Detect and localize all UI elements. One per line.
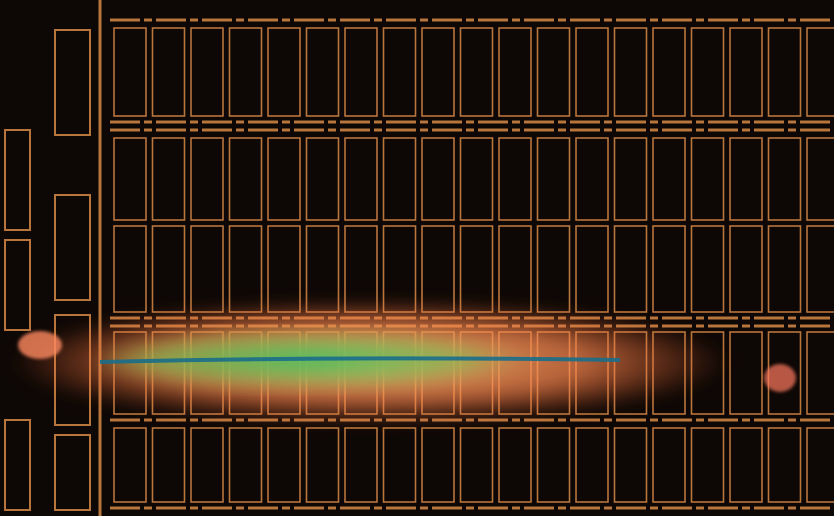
cell: [267, 427, 301, 503]
cell: [652, 27, 686, 117]
side-block: [4, 419, 31, 511]
cell: [690, 427, 725, 503]
cell: [421, 427, 455, 503]
cell: [613, 427, 648, 503]
cell: [344, 137, 378, 221]
cell: [729, 27, 763, 117]
cell: [536, 427, 571, 503]
blue-trace: [99, 356, 621, 364]
side-block: [54, 434, 91, 511]
side-block: [4, 129, 31, 231]
cell: [382, 427, 417, 503]
cell: [151, 427, 186, 503]
cell: [729, 137, 763, 221]
side-block: [54, 29, 91, 136]
cell: [190, 137, 224, 221]
cell: [113, 27, 147, 117]
cell: [729, 225, 763, 313]
cell: [421, 27, 455, 117]
cell: [652, 427, 686, 503]
cell: [498, 27, 532, 117]
cell: [421, 137, 455, 221]
left-spot: [18, 331, 62, 359]
cell: [305, 427, 340, 503]
cell: [767, 137, 802, 221]
cell: [806, 331, 834, 415]
cell: [151, 27, 186, 117]
cell: [575, 427, 609, 503]
cell: [575, 137, 609, 221]
cell: [613, 137, 648, 221]
cell: [729, 427, 763, 503]
cell: [382, 27, 417, 117]
cell: [459, 427, 494, 503]
cell: [344, 27, 378, 117]
cell: [613, 225, 648, 313]
cell: [459, 137, 494, 221]
side-block: [4, 239, 31, 331]
cell: [652, 137, 686, 221]
cell: [806, 137, 834, 221]
cell: [190, 27, 224, 117]
cell: [228, 427, 263, 503]
cell: [151, 137, 186, 221]
cell: [190, 427, 224, 503]
cell: [498, 137, 532, 221]
cell: [767, 427, 802, 503]
cell: [652, 225, 686, 313]
cell: [536, 137, 571, 221]
cell: [113, 225, 147, 313]
cell: [228, 137, 263, 221]
cell: [806, 27, 834, 117]
cell: [575, 225, 609, 313]
cell: [344, 427, 378, 503]
cell: [575, 27, 609, 117]
emission-glow: [10, 300, 796, 424]
cell: [536, 27, 571, 117]
cell: [613, 27, 648, 117]
cell: [228, 27, 263, 117]
cell: [305, 137, 340, 221]
cell: [806, 427, 834, 503]
cell: [690, 27, 725, 117]
cell: [113, 427, 147, 503]
side-block: [54, 194, 91, 301]
right-spot: [764, 364, 796, 392]
cell: [767, 225, 802, 313]
cell: [498, 427, 532, 503]
cell: [806, 225, 834, 313]
cell: [382, 137, 417, 221]
cell: [267, 137, 301, 221]
cell: [459, 27, 494, 117]
cell: [690, 137, 725, 221]
cell: [267, 27, 301, 117]
cell: [113, 137, 147, 221]
cell: [767, 27, 802, 117]
cell: [729, 331, 763, 415]
cell: [305, 27, 340, 117]
cell: [690, 225, 725, 313]
